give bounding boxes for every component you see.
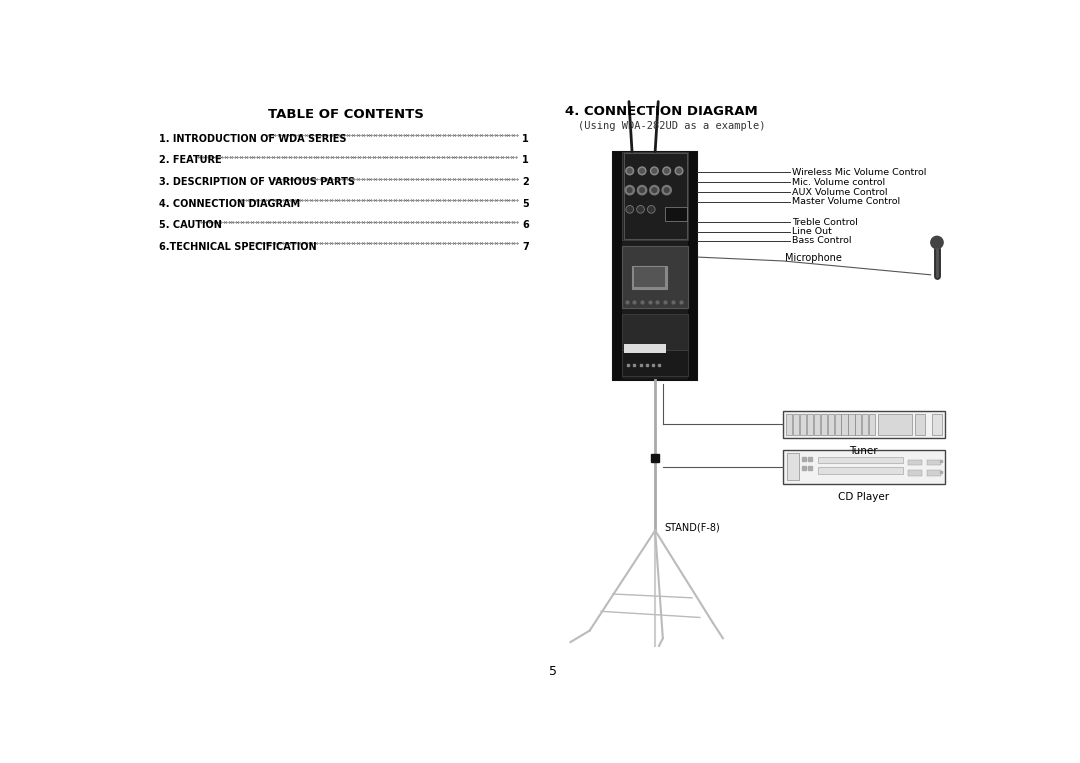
- Bar: [800, 414, 806, 435]
- Circle shape: [931, 237, 943, 249]
- Bar: [623, 344, 666, 353]
- Text: 1: 1: [522, 156, 529, 166]
- Text: Treble Control: Treble Control: [793, 218, 858, 227]
- Bar: [908, 459, 922, 465]
- Circle shape: [627, 188, 632, 192]
- Bar: [927, 471, 941, 476]
- Bar: [819, 456, 903, 463]
- Text: Microphone: Microphone: [784, 253, 841, 263]
- Text: 5: 5: [522, 198, 529, 208]
- Bar: [916, 414, 924, 435]
- Bar: [821, 414, 827, 435]
- Circle shape: [650, 185, 659, 195]
- Circle shape: [677, 169, 681, 173]
- Bar: [841, 414, 848, 435]
- Bar: [783, 411, 945, 438]
- Text: Bass Control: Bass Control: [793, 237, 852, 246]
- Circle shape: [637, 205, 645, 213]
- Text: Wireless Mic Volume Control: Wireless Mic Volume Control: [793, 168, 927, 177]
- Bar: [793, 414, 799, 435]
- Text: AUX Volume Control: AUX Volume Control: [793, 188, 888, 197]
- Circle shape: [662, 185, 672, 195]
- Text: 3. DESCRIPTION OF VARIOUS PARTS: 3. DESCRIPTION OF VARIOUS PARTS: [159, 177, 355, 187]
- Text: 1: 1: [522, 134, 529, 144]
- Bar: [665, 207, 687, 221]
- Text: Tuner: Tuner: [850, 446, 878, 456]
- Circle shape: [625, 185, 634, 195]
- Bar: [908, 471, 922, 476]
- Text: 6.TECHNICAL SPECIFICATION: 6.TECHNICAL SPECIFICATION: [159, 242, 316, 252]
- Circle shape: [637, 185, 647, 195]
- Text: 4. CONNECTION DIAGRAM: 4. CONNECTION DIAGRAM: [159, 198, 300, 208]
- Circle shape: [626, 205, 634, 213]
- Bar: [807, 414, 813, 435]
- Bar: [827, 414, 834, 435]
- Text: CD Player: CD Player: [838, 492, 889, 502]
- Text: 1. INTRODUCTION OF WDA SERIES: 1. INTRODUCTION OF WDA SERIES: [159, 134, 347, 144]
- Bar: [622, 246, 688, 308]
- Bar: [783, 449, 945, 485]
- Bar: [688, 152, 698, 380]
- Bar: [622, 314, 688, 349]
- Text: Master Volume Control: Master Volume Control: [793, 197, 901, 206]
- Text: 7: 7: [522, 242, 529, 252]
- Text: 4. CONNECTION DIAGRAM: 4. CONNECTION DIAGRAM: [565, 105, 758, 118]
- Bar: [835, 414, 840, 435]
- Circle shape: [663, 167, 671, 175]
- Text: 2. FEATURE: 2. FEATURE: [159, 156, 221, 166]
- Circle shape: [639, 188, 645, 192]
- Bar: [855, 414, 862, 435]
- Text: 5: 5: [550, 665, 557, 678]
- Bar: [878, 414, 913, 435]
- Bar: [632, 266, 666, 288]
- Bar: [622, 152, 688, 240]
- Bar: [849, 414, 854, 435]
- Bar: [612, 152, 698, 380]
- Text: (Using WDA-282UD as a example): (Using WDA-282UD as a example): [578, 121, 766, 130]
- Circle shape: [638, 167, 646, 175]
- Bar: [819, 467, 903, 475]
- Bar: [634, 267, 665, 287]
- Circle shape: [650, 167, 658, 175]
- Text: Line Out: Line Out: [793, 227, 832, 237]
- Circle shape: [675, 167, 683, 175]
- Bar: [862, 414, 868, 435]
- Circle shape: [626, 167, 634, 175]
- Circle shape: [664, 169, 669, 173]
- Text: 5. CAUTION: 5. CAUTION: [159, 221, 226, 230]
- Text: Mic. Volume control: Mic. Volume control: [793, 178, 886, 187]
- Bar: [787, 453, 799, 481]
- Bar: [612, 152, 622, 380]
- Bar: [651, 454, 659, 462]
- Text: 6: 6: [522, 221, 529, 230]
- Bar: [623, 153, 687, 239]
- Circle shape: [664, 188, 669, 192]
- Bar: [927, 459, 941, 465]
- Bar: [932, 414, 943, 435]
- Circle shape: [647, 205, 656, 213]
- Bar: [622, 349, 688, 376]
- Text: STAND(F-8): STAND(F-8): [664, 523, 720, 533]
- Circle shape: [652, 169, 657, 173]
- Text: TABLE OF CONTENTS: TABLE OF CONTENTS: [268, 108, 423, 121]
- Circle shape: [652, 188, 657, 192]
- Bar: [786, 414, 793, 435]
- Circle shape: [639, 169, 645, 173]
- Circle shape: [627, 169, 632, 173]
- Bar: [813, 414, 820, 435]
- Text: 2: 2: [522, 177, 529, 187]
- Bar: [869, 414, 876, 435]
